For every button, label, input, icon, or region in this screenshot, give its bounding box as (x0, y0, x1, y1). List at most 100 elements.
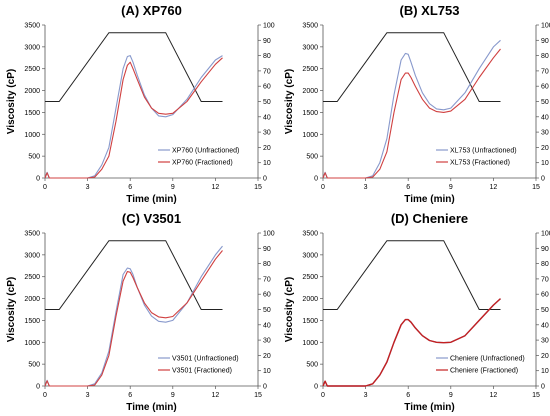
y2-tick-label: 80 (541, 53, 549, 60)
y2-tick-label: 70 (541, 276, 549, 283)
x-tick-label: 3 (364, 392, 368, 399)
y-tick-label: 1000 (302, 132, 318, 139)
x-tick-label: 15 (532, 392, 540, 399)
y-tick-label: 500 (306, 154, 318, 161)
y2-tick-label: 10 (541, 160, 549, 167)
chart-title: (B) XL753 (400, 3, 460, 18)
y-axis-label: Viscosity (cP) (284, 69, 295, 134)
y2-tick-label: 60 (541, 84, 549, 91)
x-tick-label: 3 (86, 392, 90, 399)
series-line-2 (44, 250, 223, 387)
y-tick-label: 3000 (24, 252, 40, 259)
y2-tick-label: 100 (541, 23, 550, 30)
y-tick-label: 500 (306, 362, 318, 369)
x-tick-label: 15 (532, 184, 540, 191)
y-axis-label: Viscosity (cP) (284, 277, 295, 342)
y2-tick-label: 20 (263, 145, 271, 152)
y2-tick-label: 90 (541, 38, 549, 45)
y2-tick-label: 90 (263, 246, 271, 253)
y-tick-label: 2500 (302, 66, 318, 73)
y2-tick-label: 30 (541, 338, 549, 345)
y-tick-label: 1500 (24, 110, 40, 117)
y2-tick-label: 40 (541, 114, 549, 121)
x-tick-label: 12 (490, 184, 498, 191)
temperature-line (323, 32, 501, 102)
chart-title: (C) V3501 (122, 211, 181, 226)
y2-tick-label: 20 (541, 353, 549, 360)
y-tick-label: 0 (314, 384, 318, 391)
y2-tick-label: 30 (541, 130, 549, 137)
y-tick-label: 3500 (302, 23, 318, 30)
chart-panel-2: (B) XL7530500100015002000250030003500010… (284, 3, 550, 205)
x-tick-label: 12 (490, 392, 498, 399)
x-tick-label: 6 (406, 184, 410, 191)
legend-label: XP760 (Fractioned) (172, 160, 233, 167)
y2-tick-label: 40 (541, 322, 549, 329)
y2-tick-label: 60 (263, 292, 271, 299)
temperature-line (45, 32, 223, 102)
x-tick-label: 0 (43, 184, 47, 191)
x-axis-label: Time (min) (404, 194, 454, 205)
legend-label: XL753 (Fractioned) (450, 160, 510, 167)
y2-tick-label: 80 (541, 261, 549, 268)
series-line-1 (44, 245, 223, 387)
y-tick-label: 2000 (24, 296, 40, 303)
y-tick-label: 3000 (24, 44, 40, 51)
y-tick-label: 3500 (24, 231, 40, 238)
y-tick-label: 2500 (24, 274, 40, 281)
y2-tick-label: 10 (541, 368, 549, 375)
series-line-2 (322, 298, 501, 387)
x-tick-label: 0 (321, 184, 325, 191)
legend-label: Cheniere (Fractioned) (450, 368, 518, 375)
chart-panel-3: (C) V35010500100015002000250030003500010… (6, 211, 275, 413)
y-tick-label: 3500 (24, 23, 40, 30)
y2-tick-label: 90 (541, 246, 549, 253)
x-tick-label: 6 (406, 392, 410, 399)
y2-tick-label: 50 (263, 99, 271, 106)
y-tick-label: 1500 (24, 318, 40, 325)
y-tick-label: 1500 (302, 318, 318, 325)
x-tick-label: 9 (449, 184, 453, 191)
y-tick-label: 500 (28, 362, 40, 369)
y2-tick-label: 10 (263, 368, 271, 375)
x-tick-label: 9 (449, 392, 453, 399)
y2-tick-label: 0 (541, 384, 545, 391)
y2-tick-label: 70 (263, 68, 271, 75)
chart-title: (D) Cheniere (391, 211, 468, 226)
y-tick-label: 0 (314, 176, 318, 183)
y-tick-label: 2000 (302, 88, 318, 95)
y2-tick-label: 30 (263, 338, 271, 345)
y-tick-label: 2500 (24, 66, 40, 73)
legend-label: XP760 (Unfractioned) (172, 148, 239, 155)
y2-tick-label: 100 (541, 231, 550, 238)
y2-tick-label: 70 (541, 68, 549, 75)
y2-tick-label: 60 (541, 292, 549, 299)
y2-tick-label: 30 (263, 130, 271, 137)
series-line-2 (322, 48, 501, 179)
y2-tick-label: 20 (263, 353, 271, 360)
x-tick-label: 0 (321, 392, 325, 399)
temperature-line (45, 240, 223, 310)
y2-tick-label: 100 (263, 23, 275, 30)
y2-tick-label: 80 (263, 261, 271, 268)
y-axis-label: Viscosity (cP) (6, 69, 17, 134)
legend-label: V3501 (Fractioned) (172, 368, 232, 375)
y2-tick-label: 90 (263, 38, 271, 45)
chart-panel-4: (D) Cheniere0500100015002000250030003500… (284, 211, 550, 413)
legend-label: Cheniere (Unfractioned) (450, 356, 525, 363)
chart-title: (A) XP760 (121, 3, 182, 18)
y-tick-label: 1000 (24, 132, 40, 139)
y-tick-label: 2500 (302, 274, 318, 281)
temperature-line (323, 240, 501, 310)
y2-tick-label: 50 (541, 99, 549, 106)
legend-label: V3501 (Unfractioned) (172, 356, 239, 363)
y2-tick-label: 40 (263, 114, 271, 121)
y-tick-label: 500 (28, 154, 40, 161)
x-tick-label: 9 (171, 184, 175, 191)
y2-tick-label: 0 (263, 384, 267, 391)
series-line-1 (322, 39, 501, 179)
x-tick-label: 3 (86, 184, 90, 191)
x-tick-label: 6 (128, 392, 132, 399)
